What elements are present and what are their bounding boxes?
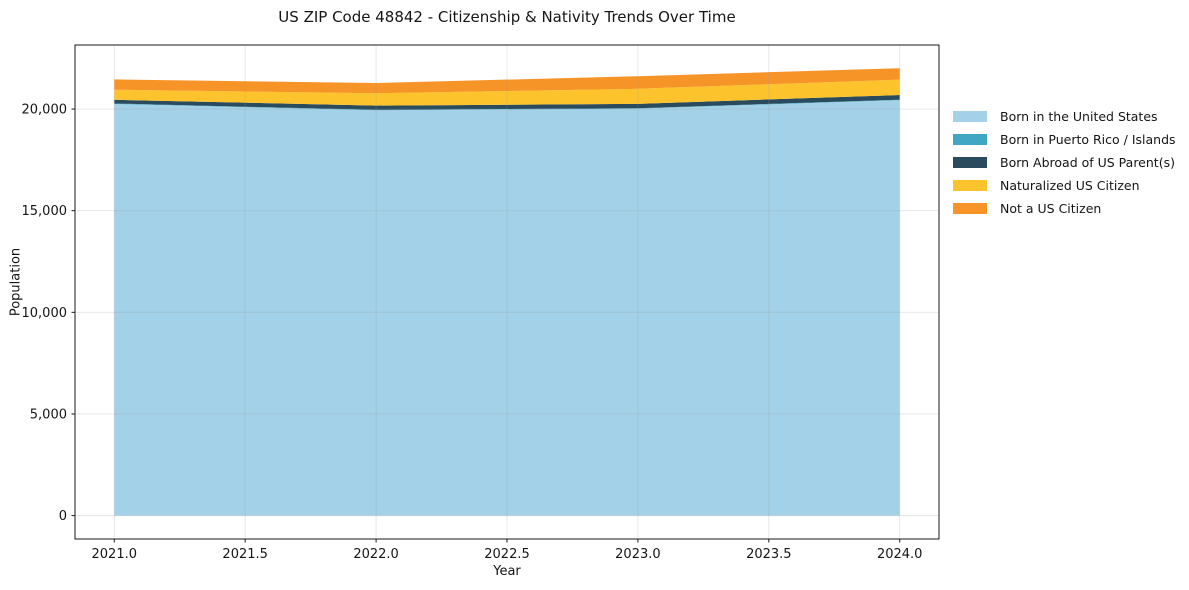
legend-swatch-not-citizen-icon — [953, 203, 987, 214]
x-tick-label: 2021.5 — [222, 547, 268, 562]
legend-item-born-us: Born in the United States — [953, 105, 1176, 128]
y-tick-label: 20,000 — [22, 103, 68, 118]
area-series-1 — [114, 99, 900, 111]
y-axis-label: Population — [8, 247, 24, 317]
x-tick-label: 2023.0 — [615, 547, 661, 562]
y-tick-label: 15,000 — [22, 204, 68, 219]
area-series-4 — [114, 68, 900, 94]
legend-swatch-naturalized-icon — [953, 180, 987, 191]
legend: Born in the United States Born in Puerto… — [953, 105, 1176, 220]
area-series-0 — [114, 100, 900, 516]
area-series-3 — [114, 79, 900, 106]
x-tick-label: 2024.0 — [877, 547, 923, 562]
x-tick-label: 2022.0 — [353, 547, 399, 562]
legend-label-naturalized: Naturalized US Citizen — [1000, 178, 1140, 193]
x-tick-label: 2021.0 — [92, 547, 138, 562]
x-tick-label: 2023.5 — [746, 547, 792, 562]
legend-label-not-citizen: Not a US Citizen — [1000, 201, 1102, 216]
area-series-2 — [114, 95, 900, 110]
y-tick-label: 5,000 — [30, 407, 67, 422]
legend-item-born-abroad: Born Abroad of US Parent(s) — [953, 151, 1176, 174]
legend-swatch-puerto-rico-icon — [953, 134, 987, 145]
y-tick-label: 10,000 — [22, 306, 68, 321]
x-tick-label: 2022.5 — [484, 547, 530, 562]
chart-title: US ZIP Code 48842 - Citizenship & Nativi… — [278, 8, 736, 26]
legend-item-naturalized: Naturalized US Citizen — [953, 174, 1176, 197]
legend-item-not-citizen: Not a US Citizen — [953, 197, 1176, 220]
legend-label-puerto-rico: Born in Puerto Rico / Islands — [1000, 132, 1176, 147]
legend-label-born-abroad: Born Abroad of US Parent(s) — [1000, 155, 1175, 170]
legend-label-born-us: Born in the United States — [1000, 109, 1158, 124]
legend-swatch-born-abroad-icon — [953, 157, 987, 168]
legend-item-puerto-rico: Born in Puerto Rico / Islands — [953, 128, 1176, 151]
y-tick-label: 0 — [59, 509, 67, 524]
legend-swatch-born-us-icon — [953, 111, 987, 122]
x-axis-label: Year — [493, 564, 521, 579]
